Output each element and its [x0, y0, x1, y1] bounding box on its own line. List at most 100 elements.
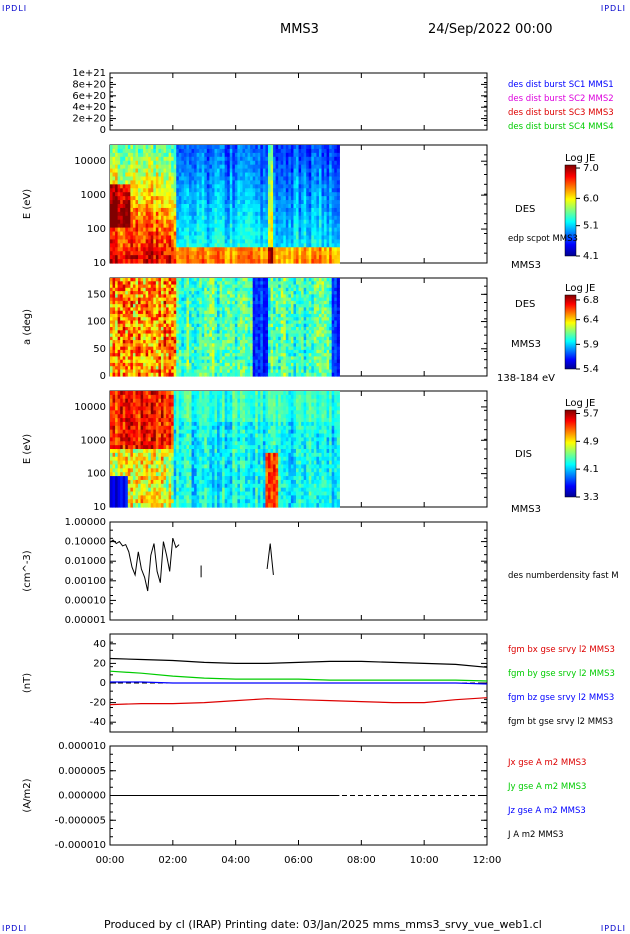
heatmap-cell [224, 188, 228, 193]
heatmap-cell [252, 231, 256, 237]
heatmap-cell [247, 346, 251, 351]
heatmap-cell [229, 359, 233, 364]
heatmap-cell [285, 164, 289, 170]
heatmap-cell [222, 243, 226, 248]
heatmap-cell [127, 349, 131, 354]
heatmap-cell [280, 223, 284, 229]
heatmap-cell [247, 164, 251, 170]
heatmap-cell [219, 172, 223, 178]
heatmap-cell [166, 219, 170, 225]
heatmap-cell [188, 359, 193, 364]
heatmap-cell [127, 247, 131, 252]
heatmap-cell [265, 239, 269, 244]
heatmap-cell [270, 247, 274, 252]
heatmap-cell [283, 231, 287, 237]
heatmap-cell [209, 243, 213, 248]
heatmap-cell [201, 336, 205, 341]
heatmap-cell [209, 349, 213, 354]
heatmap-cell [163, 164, 167, 170]
heatmap-cell [181, 353, 185, 357]
heatmap-cell [168, 284, 172, 289]
heatmap-cell [242, 313, 246, 318]
heatmap-cell [130, 307, 134, 312]
heatmap-cell [227, 227, 231, 233]
heatmap-cell [112, 192, 116, 197]
heatmap-cell [209, 310, 213, 315]
heatmap-cell [135, 291, 139, 295]
heatmap-cell [150, 235, 154, 240]
heatmap-cell [222, 362, 226, 367]
heatmap-cell [110, 320, 114, 325]
heatmap-cell [122, 231, 126, 237]
heatmap-cell [224, 304, 228, 308]
heatmap-cell [334, 211, 338, 217]
heatmap-cell [336, 176, 340, 181]
heatmap-cell [265, 330, 269, 335]
heatmap-cell [183, 323, 188, 328]
heatmap-cell [211, 196, 216, 201]
heatmap-cell [122, 164, 126, 170]
heatmap-cell [186, 247, 190, 252]
heatmap-cell [262, 323, 267, 328]
heatmap-cell [188, 145, 193, 150]
heatmap-cell [127, 359, 131, 364]
heatmap-cell [255, 304, 259, 308]
heatmap-cell [201, 259, 205, 264]
heatmap-cell [181, 231, 185, 237]
heatmap-cell [163, 356, 167, 361]
heatmap-cell [163, 200, 167, 205]
heatmap-cell [224, 317, 228, 322]
heatmap-cell [234, 317, 239, 322]
heatmap-cell [232, 313, 236, 318]
heatmap-cell [250, 192, 254, 197]
heatmap-cell [301, 200, 305, 205]
heatmap-cell [206, 219, 210, 225]
heatmap-cell [112, 336, 116, 341]
heatmap-cell [224, 287, 228, 292]
heatmap-cell [188, 297, 193, 302]
heatmap-cell [120, 310, 124, 315]
heatmap-cell [290, 200, 295, 205]
heatmap-cell [326, 196, 330, 201]
heatmap-cell [204, 349, 208, 354]
heatmap-cell [163, 184, 167, 189]
heatmap-cell [206, 172, 210, 178]
heatmap-cell [173, 323, 177, 328]
heatmap-cell [242, 330, 246, 335]
heatmap-cell [245, 215, 249, 221]
heatmap-cell [163, 340, 167, 344]
heatmap-cell [206, 281, 210, 286]
heatmap-cell [285, 160, 289, 166]
heatmap-cell [143, 192, 147, 197]
heatmap-cell [214, 156, 218, 162]
heatmap-cell [250, 200, 254, 205]
heatmap-cell [196, 164, 200, 170]
heatmap-cell [217, 156, 221, 162]
heatmap-cell [334, 223, 338, 229]
heatmap-cell [270, 300, 274, 305]
heatmap-cell [166, 372, 170, 377]
heatmap-cell [209, 297, 213, 302]
heatmap-cell [209, 223, 213, 229]
heatmap-cell [211, 287, 216, 292]
heatmap-cell [278, 259, 282, 264]
heatmap-cell [150, 219, 154, 225]
heatmap-cell [331, 200, 335, 205]
heatmap-cell [138, 336, 142, 341]
heatmap-cell [211, 156, 216, 162]
heatmap-cell [234, 196, 239, 201]
heatmap-cell [260, 353, 264, 357]
heatmap-cell [232, 204, 236, 209]
heatmap-cell [140, 192, 144, 197]
heatmap-cell [321, 223, 325, 229]
heatmap-cell [201, 235, 205, 240]
heatmap-cell [331, 160, 335, 166]
heatmap-cell [245, 255, 249, 260]
heatmap-cell [227, 300, 231, 305]
heatmap-cell [135, 356, 139, 361]
heatmap-cell [127, 362, 131, 367]
heatmap-cell [222, 369, 226, 374]
heatmap-cell [245, 323, 249, 328]
heatmap-cell [204, 359, 208, 364]
heatmap-cell [247, 294, 251, 299]
